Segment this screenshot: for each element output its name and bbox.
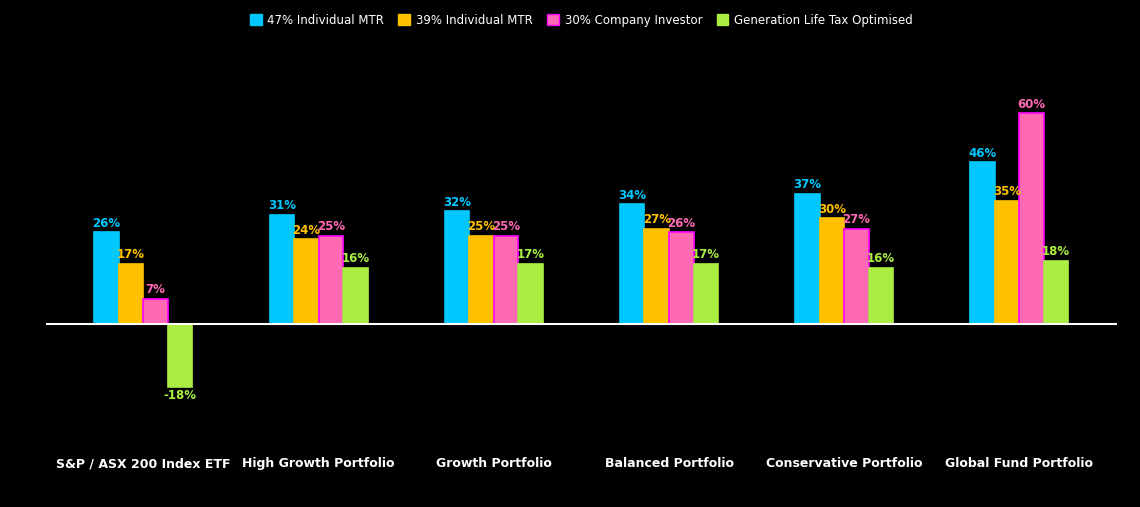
Legend: 47% Individual MTR, 39% Individual MTR, 30% Company Investor, Generation Life Ta: 47% Individual MTR, 39% Individual MTR, … <box>245 9 918 31</box>
Text: 27%: 27% <box>842 213 871 226</box>
Bar <box>970 162 995 323</box>
Text: 26%: 26% <box>667 216 695 230</box>
Bar <box>644 229 669 323</box>
Text: 17%: 17% <box>692 248 719 261</box>
Text: -18%: -18% <box>164 389 197 403</box>
Bar <box>144 299 168 323</box>
Bar <box>796 194 820 323</box>
Text: 17%: 17% <box>117 248 145 261</box>
Bar <box>669 233 693 323</box>
Bar <box>1044 261 1068 323</box>
Bar <box>869 268 894 323</box>
Text: 26%: 26% <box>92 216 121 230</box>
Text: 60%: 60% <box>1018 97 1045 111</box>
Text: 25%: 25% <box>317 220 345 233</box>
Bar <box>470 236 494 323</box>
Bar <box>318 236 343 323</box>
Text: 37%: 37% <box>793 178 822 191</box>
Text: 25%: 25% <box>467 220 496 233</box>
Text: 16%: 16% <box>341 251 369 265</box>
Text: 34%: 34% <box>618 189 646 202</box>
Text: 30%: 30% <box>819 203 846 215</box>
Bar <box>168 323 193 387</box>
Text: 18%: 18% <box>1042 245 1070 258</box>
Bar <box>269 215 294 323</box>
Text: 24%: 24% <box>292 224 320 237</box>
Bar <box>1019 114 1044 323</box>
Text: 25%: 25% <box>492 220 520 233</box>
Text: 31%: 31% <box>268 199 295 212</box>
Text: 27%: 27% <box>643 213 670 226</box>
Bar <box>620 204 644 323</box>
Bar <box>494 236 519 323</box>
Text: 35%: 35% <box>993 185 1021 198</box>
Text: 46%: 46% <box>969 147 996 160</box>
Bar <box>995 201 1019 323</box>
Bar <box>294 239 318 323</box>
Bar <box>693 264 718 323</box>
Bar <box>343 268 367 323</box>
Text: 16%: 16% <box>866 251 895 265</box>
Bar <box>445 211 470 323</box>
Text: 17%: 17% <box>516 248 545 261</box>
Bar <box>820 219 845 323</box>
Bar <box>95 233 119 323</box>
Bar <box>119 264 144 323</box>
Text: 7%: 7% <box>146 283 165 296</box>
Bar <box>519 264 543 323</box>
Bar <box>845 229 869 323</box>
Text: 32%: 32% <box>443 196 471 209</box>
